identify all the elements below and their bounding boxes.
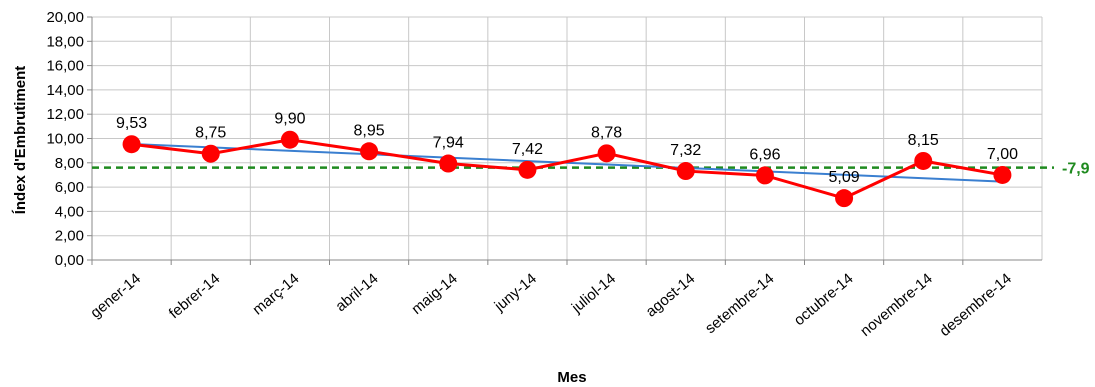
data-label: 6,96 <box>749 146 780 163</box>
x-tick-label: agost-14 <box>643 270 699 321</box>
data-label: 7,00 <box>987 146 1018 163</box>
data-point <box>122 135 141 154</box>
reference-line-label: -7,9 <box>1062 161 1090 178</box>
x-axis-ticks: gener-14 febrer-14 març-14 abril-14 maig-14 j… <box>87 260 1015 340</box>
data-labels: 9,53 8,75 9,90 8,95 7,94 7,42 8,78 7,32 6,96 5,09… <box>116 111 1018 186</box>
x-tick-label: setembre-14 <box>702 270 777 337</box>
data-point <box>597 144 616 163</box>
y-tick-label: 14,00 <box>46 82 84 99</box>
y-tick-label: 2,00 <box>55 228 84 245</box>
gridlines <box>91 16 1043 261</box>
data-label: 8,75 <box>195 125 226 142</box>
x-tick-label: juny-14 <box>491 270 540 315</box>
y-tick-label: 20,00 <box>46 9 84 26</box>
data-label: 9,90 <box>274 111 305 128</box>
series-line <box>131 138 1003 200</box>
y-tick-label: 4,00 <box>55 203 84 220</box>
y-tick-label: 12,00 <box>46 106 84 123</box>
data-point <box>993 165 1012 184</box>
data-point <box>755 166 774 185</box>
data-point <box>201 144 220 163</box>
data-point <box>914 151 933 170</box>
x-tick-label: octubre-14 <box>791 270 857 329</box>
x-axis-title: Mes <box>557 369 586 386</box>
x-tick-label: maig-14 <box>408 270 460 318</box>
data-point <box>360 142 379 161</box>
data-point <box>676 162 695 181</box>
x-tick-label: gener-14 <box>87 270 144 322</box>
data-point <box>439 154 458 173</box>
x-tick-label: abril-14 <box>332 270 381 315</box>
data-point <box>518 160 537 179</box>
axes <box>91 17 1042 261</box>
y-tick-label: 16,00 <box>46 58 84 75</box>
x-tick-label: novembre-14 <box>857 270 936 340</box>
x-tick-label: febrer-14 <box>166 270 224 322</box>
data-label: 8,95 <box>354 122 385 139</box>
data-point <box>835 189 854 208</box>
data-label: 8,78 <box>591 124 622 141</box>
data-point <box>280 130 299 149</box>
data-label: 8,15 <box>908 132 939 149</box>
y-tick-label: 18,00 <box>46 33 84 50</box>
reference-line-group: -7,9 <box>92 161 1090 178</box>
y-axis-title: Índex d'Embrutiment <box>12 66 29 215</box>
x-tick-label: desembre-14 <box>936 270 1015 340</box>
series-group <box>122 130 1012 208</box>
x-tick-label: juliol-14 <box>568 270 619 317</box>
y-tick-label: 6,00 <box>55 179 84 196</box>
y-tick-label: 0,00 <box>55 252 84 269</box>
y-axis-ticks: 0,00 2,00 4,00 6,00 8,00 10,00 12,00 14,00 16,00… <box>46 9 92 269</box>
data-label: 7,42 <box>512 141 543 158</box>
data-label: 5,09 <box>829 169 860 186</box>
x-tick-label: març-14 <box>249 270 302 318</box>
data-label: 7,32 <box>670 142 701 159</box>
y-tick-label: 8,00 <box>55 155 84 172</box>
data-label: 7,94 <box>433 135 464 152</box>
y-tick-label: 10,00 <box>46 131 84 148</box>
data-label: 9,53 <box>116 115 147 132</box>
